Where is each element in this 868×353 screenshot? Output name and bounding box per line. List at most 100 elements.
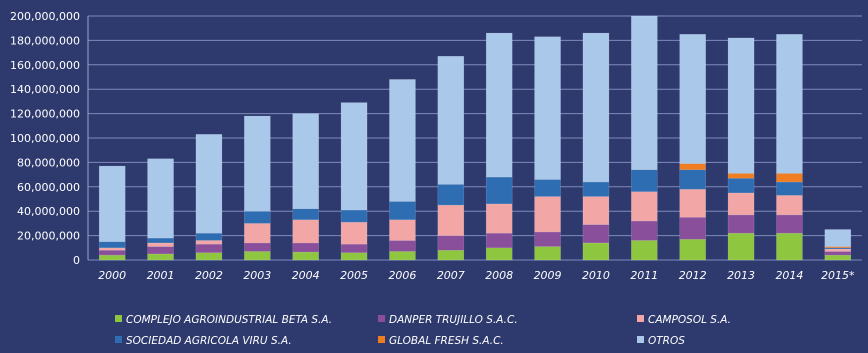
bar-segment-2-2009 xyxy=(534,231,561,247)
y-tick-label: 80,000,000 xyxy=(17,156,80,169)
legend-swatch xyxy=(115,336,122,343)
bar-segment-4-2005 xyxy=(340,209,368,223)
x-tick-label: 2008 xyxy=(485,269,513,282)
bar-segment-3-2004 xyxy=(292,219,319,244)
y-tick-label: 0 xyxy=(73,254,80,267)
bar-segment-4-2004 xyxy=(292,208,319,220)
bars xyxy=(98,15,852,261)
bar-segment-2-2012 xyxy=(679,217,706,240)
bar-segment-2-2002 xyxy=(195,243,223,253)
bar-segment-4-2009 xyxy=(534,179,561,197)
bar-segment-6-2013 xyxy=(727,37,755,174)
legend-label: DANPER TRUJILLO S.A.C. xyxy=(389,314,518,326)
bar-segment-5-2014 xyxy=(776,173,803,183)
bar-segment-4-2003 xyxy=(244,210,271,224)
bar-segment-6-2010 xyxy=(582,32,610,183)
bar-segment-2-2003 xyxy=(244,242,271,252)
y-tick-label: 180,000,000 xyxy=(10,34,80,47)
x-tick-label: 2013 xyxy=(727,269,755,282)
bar-segment-2-2015* xyxy=(824,251,852,256)
x-tick-label: 2010 xyxy=(582,269,610,282)
x-tick-label: 2003 xyxy=(243,269,271,282)
legend-label: COMPLEJO AGROINDUSTRIAL BETA S.A. xyxy=(126,314,332,326)
bar-segment-6-2008 xyxy=(485,32,513,178)
bar-segment-3-2013 xyxy=(727,192,755,216)
bar-segment-2-2013 xyxy=(727,214,755,234)
y-tick-label: 140,000,000 xyxy=(10,83,80,96)
bar-segment-1-2008 xyxy=(485,247,513,261)
legend-label: CAMPOSOL S.A. xyxy=(648,314,731,326)
bar-segment-4-2011 xyxy=(631,169,658,192)
x-tick-label: 2009 xyxy=(534,269,562,282)
bar-segment-6-2001 xyxy=(147,158,174,239)
x-tick-label: 2012 xyxy=(679,269,707,282)
bar-segment-2-2008 xyxy=(485,232,513,249)
bar-segment-1-2005 xyxy=(340,252,368,261)
bar-segment-6-2000 xyxy=(98,165,126,242)
bar-segment-1-2015* xyxy=(824,254,852,261)
bar-segment-5-2013 xyxy=(727,173,755,179)
bar-segment-3-2007 xyxy=(437,204,465,236)
legend-swatch xyxy=(378,336,385,343)
y-tick-label: 160,000,000 xyxy=(10,59,80,72)
bar-segment-2-2001 xyxy=(147,246,174,255)
bar-segment-6-2004 xyxy=(292,113,319,210)
legend-swatch xyxy=(637,315,644,322)
legend-label: OTROS xyxy=(648,335,685,347)
y-tick-label: 60,000,000 xyxy=(17,181,80,194)
bar-segment-5-2012 xyxy=(679,163,706,170)
bar-segment-6-2012 xyxy=(679,34,706,164)
bar-segment-1-2001 xyxy=(147,253,174,261)
bar-segment-1-2003 xyxy=(244,251,271,261)
legend-label: GLOBAL FRESH S.A.C. xyxy=(389,335,504,347)
bar-segment-3-2005 xyxy=(340,221,368,245)
bar-segment-3-2015* xyxy=(824,248,852,252)
bar-segment-2-2005 xyxy=(340,243,368,253)
legend-swatch xyxy=(378,315,385,322)
bar-segment-6-2009 xyxy=(534,36,561,180)
x-tick-label: 2015* xyxy=(821,269,855,282)
bar-segment-1-2014 xyxy=(776,232,803,261)
bar-segment-2-2014 xyxy=(776,214,803,234)
x-tick-label: 2002 xyxy=(195,269,223,282)
y-axis-ticks: 0 20,000,000 40,000,000 60,000,000 80,000,00… xyxy=(10,10,80,267)
bar-segment-4-2002 xyxy=(195,232,223,241)
bar-segment-2-2000 xyxy=(98,249,126,256)
y-tick-label: 20,000,000 xyxy=(17,230,80,243)
bar-segment-4-2013 xyxy=(727,178,755,194)
x-axis-ticks: 2000 2001 2002 2003 2004 2005 2006 2007 2008 2009… xyxy=(98,269,855,282)
y-tick-label: 120,000,000 xyxy=(10,108,80,121)
x-tick-label: 2005 xyxy=(340,269,368,282)
bar-segment-1-2013 xyxy=(727,232,755,261)
bar-segment-6-2003 xyxy=(244,115,271,212)
bar-segment-3-2003 xyxy=(244,223,271,244)
bar-segment-2-2004 xyxy=(292,242,319,253)
x-tick-label: 2014 xyxy=(775,269,803,282)
bar-segment-1-2007 xyxy=(437,249,465,261)
bar-segment-6-2015* xyxy=(824,229,852,247)
bar-segment-3-2010 xyxy=(582,196,610,225)
bar-segment-2-2006 xyxy=(389,240,416,252)
bar-segment-6-2011 xyxy=(631,15,658,170)
bar-segment-2-2011 xyxy=(631,220,658,241)
bar-segment-4-2014 xyxy=(776,181,803,196)
legend-label: SOCIEDAD AGRICOLA VIRU S.A. xyxy=(126,335,292,347)
x-tick-label: 2001 xyxy=(147,269,175,282)
bar-segment-3-2002 xyxy=(195,240,223,245)
bar-segment-1-2004 xyxy=(292,251,319,261)
legend: COMPLEJO AGROINDUSTRIAL BETA S.A. DANPER … xyxy=(115,314,731,347)
y-tick-label: 100,000,000 xyxy=(10,132,80,145)
bar-segment-4-2008 xyxy=(485,176,513,205)
bar-segment-4-2000 xyxy=(98,241,126,249)
bar-segment-3-2001 xyxy=(147,242,174,247)
bar-segment-6-2007 xyxy=(437,56,465,185)
x-tick-label: 2007 xyxy=(437,269,465,282)
bar-segment-6-2006 xyxy=(389,79,416,202)
legend-swatch xyxy=(115,315,122,322)
x-tick-label: 2004 xyxy=(292,269,320,282)
bar-segment-1-2011 xyxy=(631,240,658,261)
bar-segment-3-2008 xyxy=(485,203,513,234)
bar-segment-4-2007 xyxy=(437,184,465,206)
bar-segment-6-2002 xyxy=(195,134,223,234)
